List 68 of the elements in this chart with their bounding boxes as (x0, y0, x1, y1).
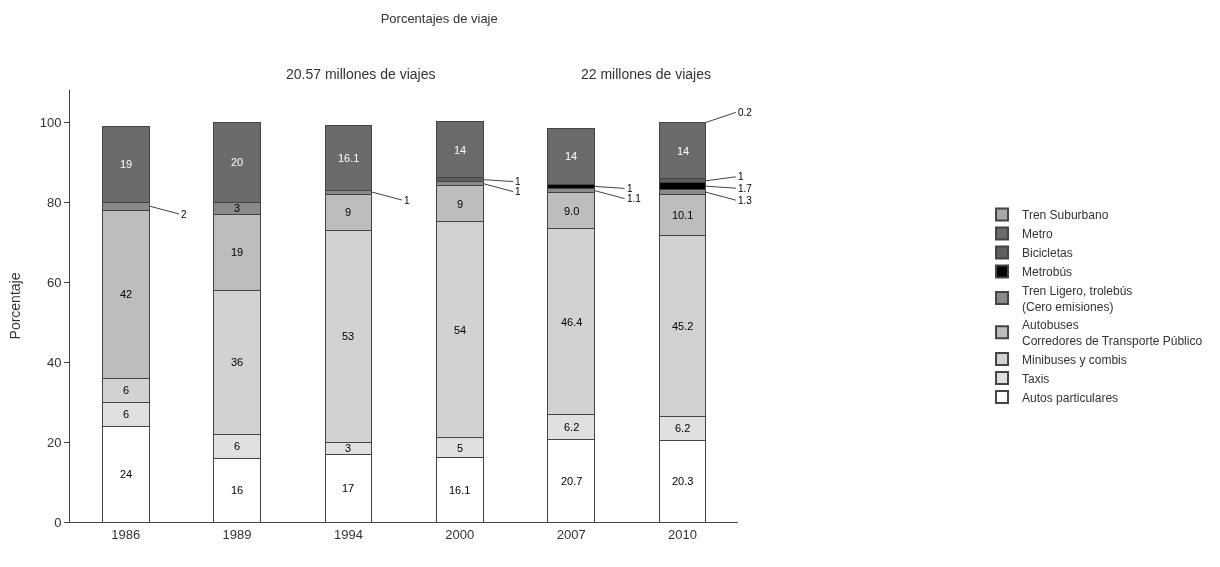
data-label: 1.1 (627, 193, 642, 204)
text: 22 millones de viajes (581, 66, 711, 82)
data-label: 1 (738, 171, 744, 182)
data-label: 45.2 (672, 320, 694, 332)
x-tick-label: 1986 (111, 526, 141, 542)
legend-label: Autobuses Corredores de Transporte Público (1022, 318, 1203, 348)
data-label: 16.1 (338, 152, 360, 164)
data-label: 1 (515, 186, 521, 197)
data-label: 19 (231, 246, 244, 258)
x-tick-label: 2000 (445, 526, 475, 542)
legend-label: Metro (1022, 227, 1054, 242)
text: 20.57 millones de viajes (286, 66, 436, 82)
x-tick-label: 2007 (556, 526, 586, 542)
x-tick-label: 1989 (222, 526, 252, 542)
data-label: 17 (342, 482, 355, 494)
data-label: 10.1 (672, 209, 694, 221)
data-label: 1 (627, 183, 633, 194)
y-axis-title: Porcentaje (7, 272, 24, 340)
data-label: 1 (404, 195, 410, 206)
data-label: 54 (454, 324, 467, 336)
data-label: 36 (231, 356, 244, 368)
data-label: 14 (454, 144, 467, 156)
data-label: 46.4 (561, 316, 583, 328)
data-label: 6 (234, 440, 241, 452)
data-label: 9.0 (564, 205, 580, 217)
data-label: 14 (677, 145, 690, 157)
data-label: 1.7 (738, 183, 753, 194)
data-label: 3 (234, 202, 241, 214)
data-label: 6 (123, 408, 130, 420)
legend-label: Taxis (1022, 371, 1050, 386)
data-label: 5 (457, 442, 464, 454)
data-label: 6.2 (675, 422, 691, 434)
chart-title: Porcentajes de viaje (380, 11, 498, 27)
y-tick-label: 100 (39, 114, 62, 130)
data-label: 6.2 (564, 421, 580, 433)
data-label: 42 (120, 288, 133, 300)
x-tick-label: 1994 (333, 526, 363, 542)
y-tick-label: 60 (46, 274, 62, 290)
data-label: 3 (345, 442, 352, 454)
data-label: 0.2 (738, 107, 753, 118)
data-label: 1.3 (738, 195, 753, 206)
data-label: 9 (345, 206, 352, 218)
data-label: 53 (342, 330, 355, 342)
legend-label: Metrobús (1022, 265, 1073, 280)
legend-label: Tren Suburbano (1022, 208, 1109, 223)
legend-label: Minibuses y combis (1022, 352, 1127, 367)
data-label: 20 (231, 156, 244, 168)
y-tick-label: 0 (54, 514, 62, 530)
y-tick-label: 40 (46, 354, 62, 370)
legend-label: Autos particulares (1022, 390, 1119, 405)
legend-label: Bicicletas (1022, 246, 1073, 261)
data-label: 20.3 (672, 475, 694, 487)
x-tick-label: 2010 (668, 526, 697, 542)
data-label: 16 (231, 484, 244, 496)
y-tick-label: 20 (46, 434, 62, 450)
bar (324, 125, 373, 191)
data-label: 6 (123, 384, 130, 396)
legend-label: Tren Ligero, trolebús (Cero emisiones) (1022, 283, 1133, 314)
data-label: 1 (515, 176, 521, 187)
data-label: 24 (120, 468, 133, 480)
y-tick-label: 80 (46, 194, 62, 210)
data-label: 16.1 (449, 484, 471, 496)
data-label: 19 (120, 158, 133, 170)
data-label: 9 (457, 198, 464, 210)
data-label: 2 (181, 209, 187, 220)
data-label: 20.7 (561, 475, 583, 487)
data-label: 14 (565, 150, 578, 162)
bar (547, 127, 596, 185)
